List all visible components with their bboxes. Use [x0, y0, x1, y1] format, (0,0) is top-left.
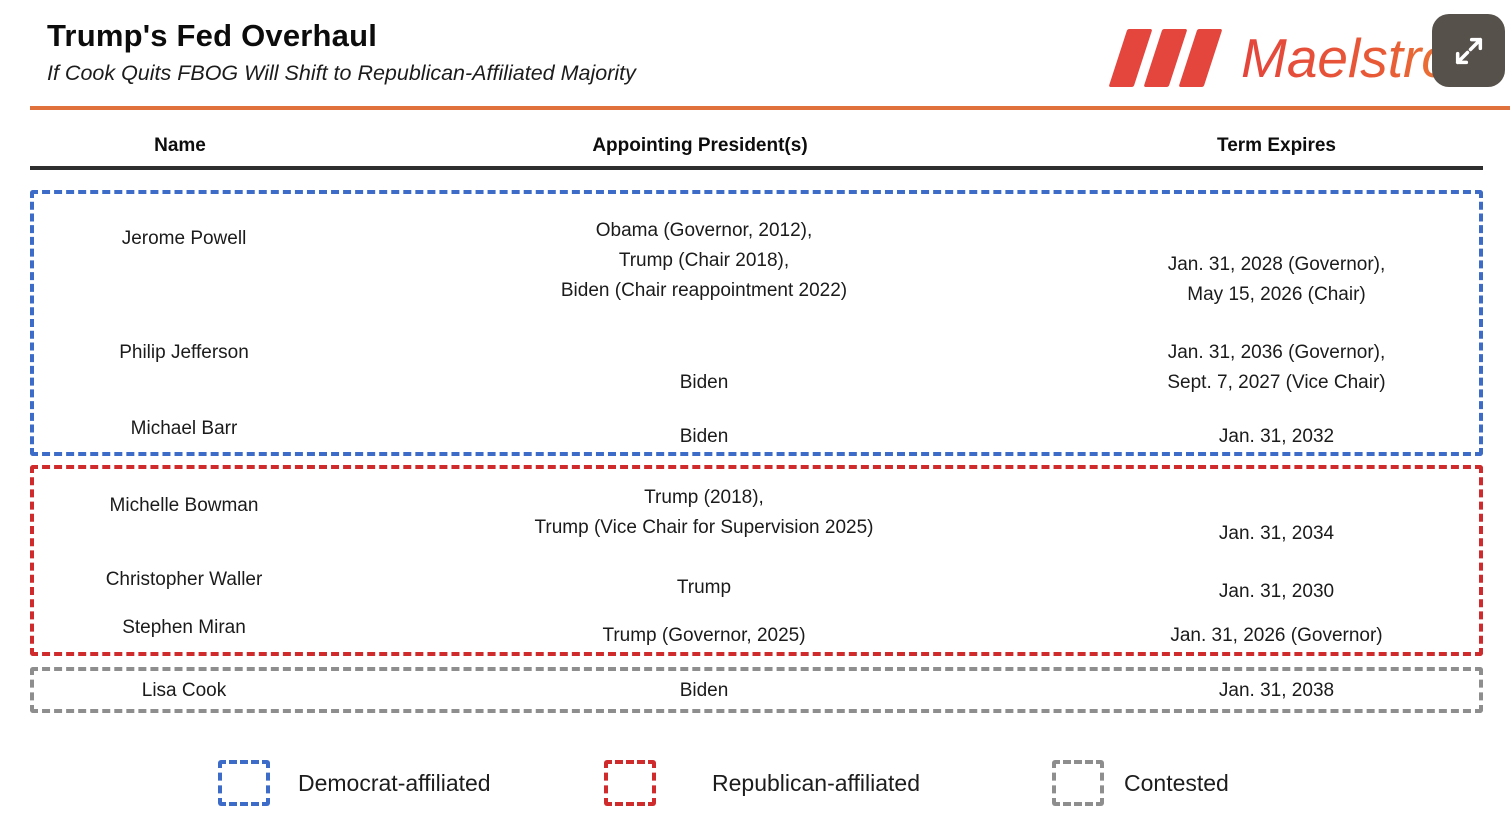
table-row: Lisa Cook Biden Jan. 31, 2038	[34, 671, 1479, 709]
table-row: Stephen Miran Trump (Governor, 2025) Jan. …	[34, 609, 1479, 652]
member-name: Christopher Waller	[105, 569, 263, 590]
member-name: Philip Jefferson	[119, 342, 249, 363]
appointing-presidents: Trump (2018), Trump (Vice Chair for Super…	[534, 487, 874, 538]
table-header-row: Name Appointing President(s) Term Expire…	[30, 135, 1483, 157]
appointing-presidents: Trump	[676, 577, 732, 598]
table-row: Michelle Bowman Trump (2018), Trump (Vice …	[34, 469, 1479, 555]
legend-item-contested: Contested	[1052, 760, 1229, 806]
appointing-presidents: Biden	[679, 372, 729, 393]
group-democrat: Jerome Powell Obama (Governor, 2012), Trum…	[30, 190, 1483, 456]
table-row: Jerome Powell Obama (Governor, 2012), Trum…	[34, 194, 1479, 322]
democrat-swatch-icon	[218, 760, 270, 806]
legend-item-democrat: Democrat-affiliated	[218, 760, 491, 806]
republican-swatch-icon	[604, 760, 656, 806]
header-divider	[30, 166, 1483, 170]
member-name: Michelle Bowman	[109, 495, 259, 516]
table-row: Michael Barr Biden Jan. 31, 2032	[34, 412, 1479, 452]
column-header-name: Name	[154, 135, 206, 156]
term-expires: Jan. 31, 2028 (Governor), May 15, 2026 (C…	[1167, 254, 1386, 305]
term-expires: Jan. 31, 2030	[1218, 581, 1335, 602]
member-name: Stephen Miran	[122, 617, 246, 638]
term-expires: Jan. 31, 2034	[1218, 523, 1335, 544]
legend-label: Republican-affiliated	[712, 769, 920, 796]
accent-divider	[30, 106, 1510, 110]
page-subtitle: If Cook Quits FBOG Will Shift to Republi…	[47, 61, 636, 85]
member-name: Michael Barr	[130, 418, 238, 439]
expand-arrows-icon	[1449, 31, 1489, 71]
term-expires: Jan. 31, 2036 (Governor), Sept. 7, 2027 (…	[1167, 342, 1386, 393]
group-republican: Michelle Bowman Trump (2018), Trump (Vice …	[30, 465, 1483, 656]
term-expires: Jan. 31, 2026 (Governor)	[1170, 625, 1383, 646]
legend-label: Contested	[1124, 769, 1229, 796]
page-title: Trump's Fed Overhaul	[47, 18, 378, 53]
appointing-presidents: Trump (Governor, 2025)	[602, 625, 806, 646]
column-header-term: Term Expires	[1217, 135, 1336, 156]
member-name: Jerome Powell	[121, 228, 247, 249]
appointing-presidents: Biden	[679, 426, 729, 447]
legend: Democrat-affiliated Republican-affiliated…	[0, 760, 1510, 820]
table-row: Philip Jefferson Biden Jan. 31, 2036 (Gove…	[34, 322, 1479, 412]
legend-label: Democrat-affiliated	[298, 769, 491, 796]
logo-bars-icon	[1108, 29, 1223, 87]
legend-item-republican: Republican-affiliated	[604, 760, 920, 806]
expand-button[interactable]	[1432, 14, 1505, 87]
appointing-presidents: Biden	[679, 680, 729, 701]
group-contested: Lisa Cook Biden Jan. 31, 2038	[30, 667, 1483, 713]
contested-swatch-icon	[1052, 760, 1104, 806]
appointing-presidents: Obama (Governor, 2012), Trump (Chair 2018…	[560, 220, 848, 301]
column-header-appointing: Appointing President(s)	[592, 135, 808, 156]
term-expires: Jan. 31, 2038	[1218, 680, 1335, 701]
table-row: Christopher Waller Trump Jan. 31, 2030	[34, 555, 1479, 609]
table-body: Jerome Powell Obama (Governor, 2012), Trum…	[30, 190, 1483, 713]
member-name: Lisa Cook	[141, 680, 227, 701]
term-expires: Jan. 31, 2032	[1218, 426, 1335, 447]
